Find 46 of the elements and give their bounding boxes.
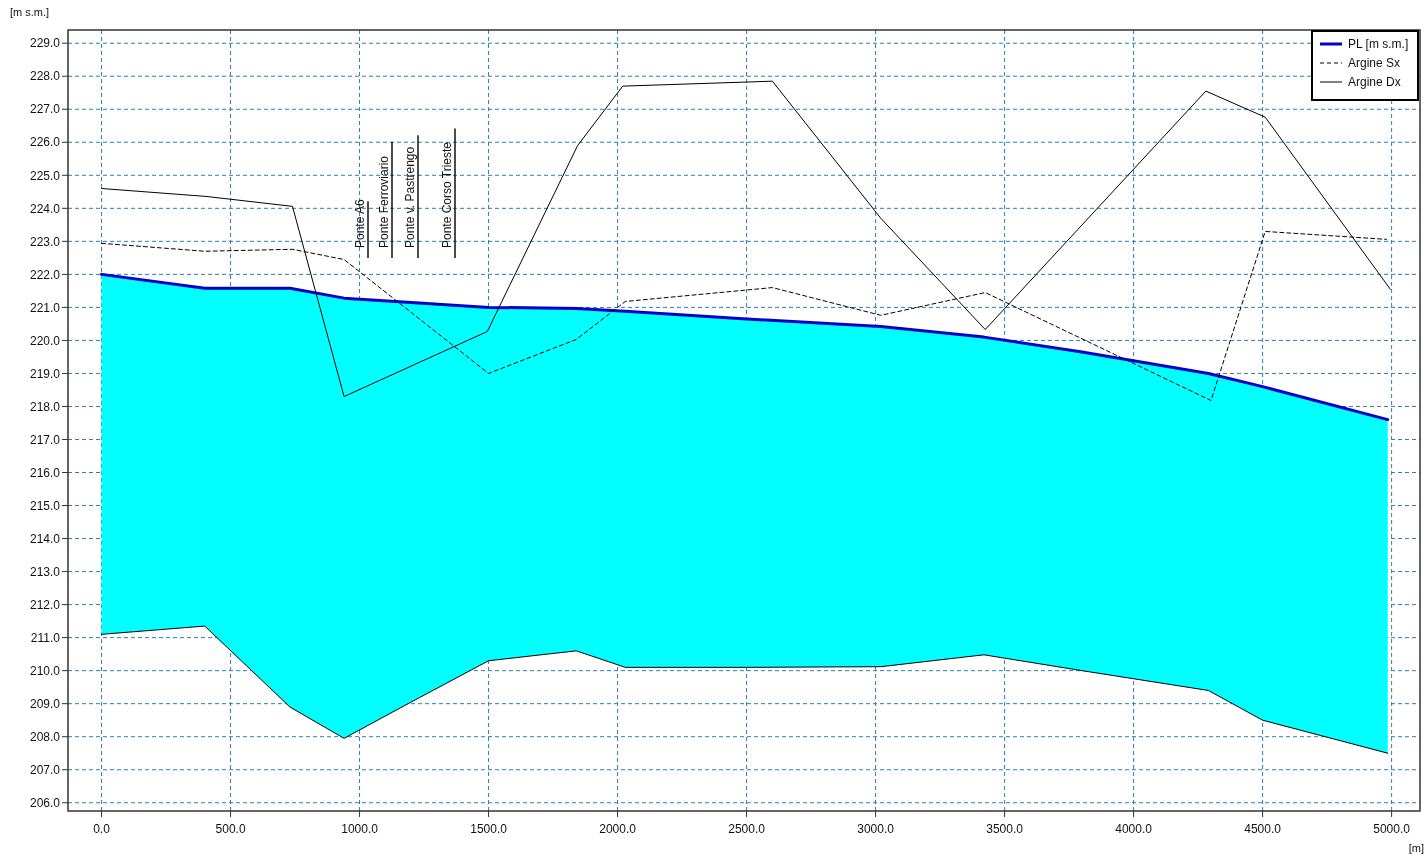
x-tick-label: 4000.0: [1115, 822, 1153, 836]
x-tick-label: 3500.0: [986, 822, 1024, 836]
y-tick-label: 217.0: [29, 432, 61, 447]
y-tick-label: 219.0: [29, 366, 61, 381]
x-tick-label: 2500.0: [728, 822, 766, 836]
legend-label: Argine Sx: [1348, 56, 1401, 71]
line-series: [101, 625, 1389, 754]
y-tick-label: 212.0: [29, 597, 61, 612]
y-tick-label: 225.0: [29, 168, 61, 183]
line-series: [100, 272, 1390, 422]
y-tick-label: 218.0: [29, 399, 61, 414]
y-tick-label: 214.0: [29, 531, 61, 546]
y-axis-title: [m s.m.]: [10, 6, 50, 18]
x-tick-label: 1000.0: [341, 822, 379, 836]
y-tick-label: 216.0: [29, 465, 61, 480]
y-tick-label: 229.0: [29, 36, 61, 51]
y-tick-label: 208.0: [29, 729, 61, 744]
x-tick-label: 2000.0: [599, 822, 637, 836]
y-tick-label: 220.0: [29, 333, 61, 348]
y-tick-label: 210.0: [29, 663, 61, 678]
y-tick-label: 213.0: [29, 564, 61, 579]
y-tick-label: 209.0: [29, 696, 61, 711]
annotation: Ponte Ferroviario: [377, 155, 391, 248]
y-tick-label: 207.0: [29, 762, 61, 777]
x-tick-label: 5000.0: [1373, 822, 1411, 836]
annotation: Ponte v. Pastrengo: [403, 146, 417, 248]
legend-label: Argine Dx: [1348, 75, 1401, 90]
y-tick-label: 227.0: [29, 102, 61, 117]
y-tick-label: 222.0: [29, 267, 61, 282]
x-tick-label: 0.0: [93, 822, 111, 836]
y-tick-label: 228.0: [29, 69, 61, 84]
x-tick-label: 500.0: [215, 822, 246, 836]
y-tick-label: 224.0: [29, 201, 61, 216]
x-axis-title: [m]: [1408, 842, 1424, 854]
y-tick-label: 215.0: [29, 498, 61, 513]
y-tick-label: 211.0: [30, 630, 61, 645]
x-tick-label: 4500.0: [1244, 822, 1282, 836]
x-tick-label: 3000.0: [857, 822, 895, 836]
y-tick-label: 226.0: [29, 135, 61, 150]
annotation: Ponte A6: [353, 198, 367, 248]
y-tick-label: 223.0: [29, 234, 61, 249]
x-tick-label: 1500.0: [470, 822, 508, 836]
annotation: Ponte Corso Trieste: [440, 141, 454, 248]
y-tick-label: 206.0: [29, 795, 61, 810]
y-tick-label: 221.0: [29, 300, 61, 315]
legend-label: PL [m s.m.]: [1348, 37, 1409, 52]
